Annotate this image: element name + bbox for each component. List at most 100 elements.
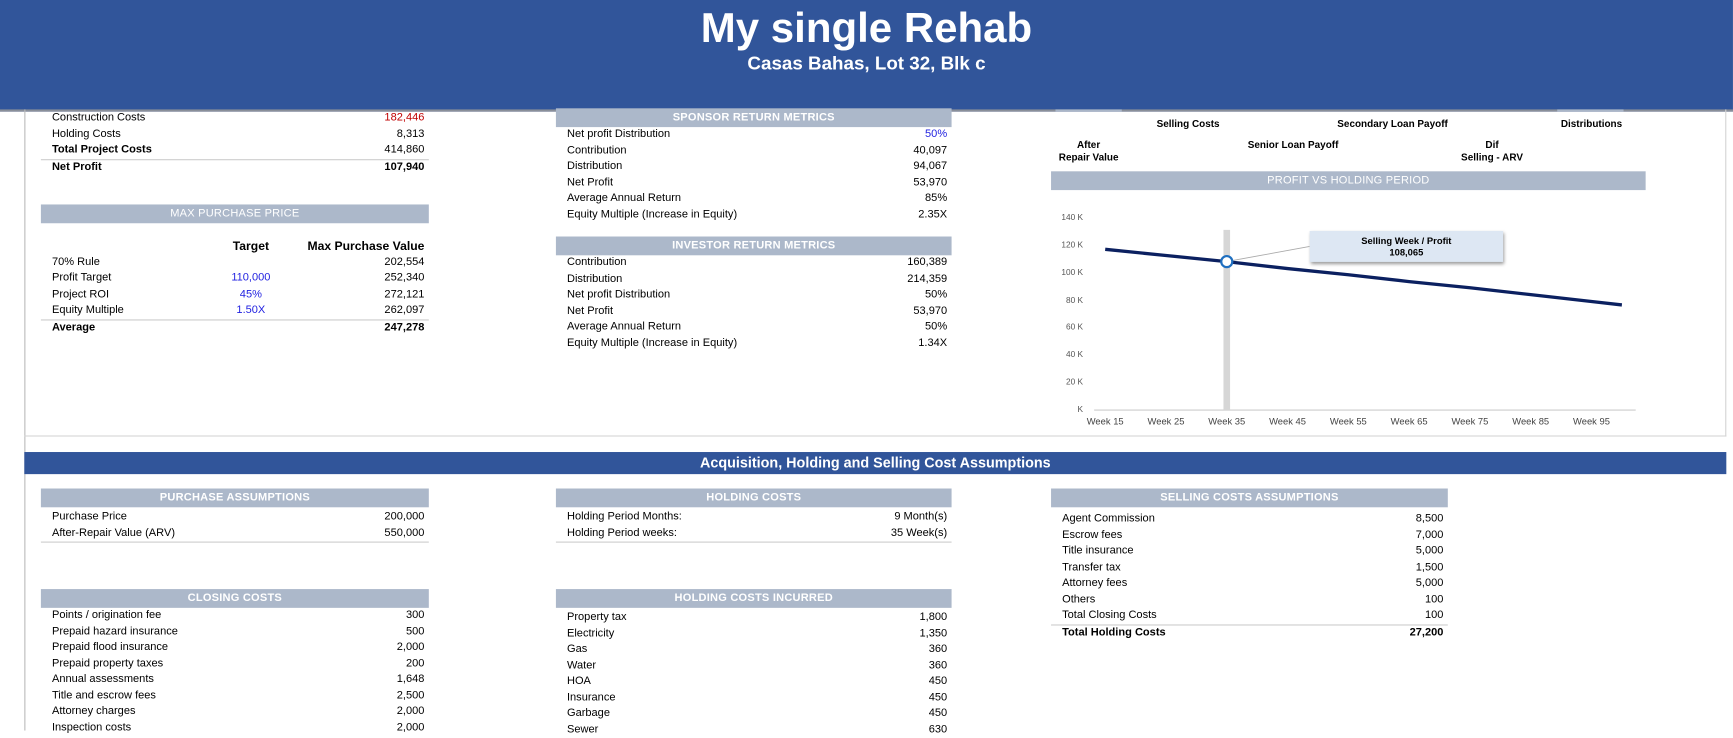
row-value: 1,500	[1415, 560, 1444, 574]
row-label: Net Profit	[566, 304, 614, 317]
table-row: Equity Multiple 1.50X 262,097	[41, 303, 429, 319]
x-tick-label: Week 45	[1269, 415, 1307, 427]
row-label: Profit Target	[51, 271, 112, 285]
row-label: Purchase Price	[51, 510, 127, 523]
table-row: Contribution 40,097	[556, 143, 952, 159]
row-value: 8,313	[396, 127, 425, 140]
profit-line	[1105, 247, 1623, 307]
target-input[interactable]: 110,000	[231, 271, 271, 285]
row-label: Property tax	[566, 611, 627, 624]
table-row: Distribution 94,067	[556, 159, 952, 175]
y-tick-label: 60 K	[1066, 322, 1084, 333]
row-value: 5,000	[1415, 576, 1444, 590]
row-value: 300	[405, 608, 425, 622]
y-tick-label: 140 K	[1061, 212, 1084, 223]
target-input[interactable]: 1.50X	[236, 303, 266, 317]
row-label: Escrow fees	[1062, 528, 1123, 541]
target-input[interactable]: 45%	[239, 287, 262, 301]
table-row: Project ROI 45% 272,121	[41, 287, 429, 303]
row-label: Inspection costs	[51, 721, 132, 734]
x-tick-label: Week 25	[1147, 415, 1185, 427]
row-label: Total Project Costs	[51, 143, 152, 156]
row-value: 630	[928, 723, 948, 736]
row-label: Sewer	[566, 723, 599, 736]
row-value: 252,340	[384, 271, 425, 285]
table-row: Construction Costs 182,446	[41, 111, 429, 127]
row-label: Prepaid flood insurance	[51, 641, 169, 654]
column-header: Max Purchase Value	[307, 239, 425, 254]
row-label: Annual assessments	[51, 673, 154, 686]
x-tick-label: Week 85	[1512, 415, 1550, 427]
week-marker-bar[interactable]	[1223, 229, 1231, 411]
row-value: 2,000	[396, 705, 425, 718]
row-value: 247,278	[384, 321, 425, 334]
bar-fragment	[1557, 109, 1624, 112]
summary-table: Construction Costs 182,446 Holding Costs 8…	[40, 111, 429, 176]
row-label: Equity Multiple (Increase in Equity)	[566, 336, 738, 349]
row-value[interactable]: 50%	[925, 128, 948, 141]
table-row: Prepaid property taxes 200	[41, 656, 429, 672]
row-label: Holding Period weeks:	[566, 526, 677, 539]
row-value: 262,097	[384, 303, 425, 317]
total-row: Total Holding Costs 27,200	[1051, 623, 1448, 641]
table-row: Prepaid hazard insurance 500	[41, 624, 429, 640]
y-tick-label: 80 K	[1066, 294, 1084, 305]
x-tick-label: Week 75	[1451, 415, 1489, 427]
row-value: 550,000	[384, 526, 425, 539]
row-label: Net profit Distribution	[566, 128, 671, 141]
row-label: Contribution	[566, 144, 627, 157]
row-value: 100	[1424, 592, 1444, 606]
row-value: 450	[928, 707, 948, 720]
row-label: Total Closing Costs	[1062, 608, 1157, 622]
tooltip-value: 108,065	[1389, 246, 1424, 258]
table-row: Prepaid flood insurance 2,000	[41, 640, 429, 656]
row-value: 94,067	[913, 160, 948, 173]
table-row: Equity Multiple (Increase in Equity) 2.35…	[556, 207, 952, 223]
section-header: CLOSING COSTS	[40, 589, 429, 608]
table-row: HOA 450	[556, 674, 952, 690]
row-value: 214,359	[907, 272, 948, 285]
x-tick-label: Week 35	[1208, 415, 1246, 427]
row-value: 50%	[925, 288, 948, 301]
row-label: Equity Multiple (Increase in Equity)	[566, 208, 738, 221]
section-header: HOLDING COSTS INCURRED	[555, 589, 952, 608]
closing-costs-table: CLOSING COSTS Points / origination fee 300…	[40, 589, 429, 736]
section-header: MAX PURCHASE PRICE	[40, 204, 429, 224]
row-label: Agent Commission	[1062, 512, 1155, 525]
row-value: 414,860	[384, 143, 425, 156]
row-value: 182,446	[384, 111, 425, 124]
row-value: 1.34X	[918, 336, 948, 349]
row-value: 35 Week(s)	[890, 526, 948, 539]
y-tick-label: K	[1077, 404, 1084, 415]
row-label: Distribution	[566, 272, 623, 285]
section-header: PURCHASE ASSUMPTIONS	[40, 488, 429, 508]
x-tick-label: Week 65	[1390, 415, 1428, 427]
row-label: HOA	[566, 675, 591, 688]
row-value: 1,648	[396, 673, 425, 686]
label-dif: Dif Selling - ARV	[1461, 139, 1523, 163]
row-value: 50%	[925, 320, 948, 333]
table-row: Title and escrow fees 2,500	[41, 688, 429, 704]
row-label: Holding Costs	[51, 127, 121, 140]
row-value: 53,970	[913, 304, 948, 317]
row-label: 70% Rule	[51, 255, 100, 269]
y-tick-label: 100 K	[1061, 267, 1084, 278]
row-label: Prepaid hazard insurance	[51, 624, 178, 638]
table-row: Water 360	[556, 658, 952, 674]
row-value: 160,389	[907, 256, 948, 269]
table-row: Property tax 1,800	[556, 610, 952, 626]
table-row: Attorney fees 5,000	[1051, 576, 1448, 592]
table-row: Insurance 450	[556, 690, 952, 706]
row-label: Holding Period Months:	[566, 510, 682, 523]
row-label: Distribution	[566, 160, 623, 173]
row-label: Net profit Distribution	[566, 288, 671, 301]
purchase-assumptions-table: PURCHASE ASSUMPTIONS Purchase Price 200,00…	[40, 488, 429, 543]
chart-title: PROFIT VS HOLDING PERIOD	[1051, 171, 1646, 191]
row-label: Transfer tax	[1062, 560, 1121, 574]
highlight-point[interactable]	[1220, 254, 1234, 269]
row-label: Garbage	[566, 707, 610, 720]
row-value: 40,097	[913, 144, 948, 157]
row-label: Gas	[566, 643, 588, 656]
table-row: Total Closing Costs 100	[1051, 608, 1448, 624]
